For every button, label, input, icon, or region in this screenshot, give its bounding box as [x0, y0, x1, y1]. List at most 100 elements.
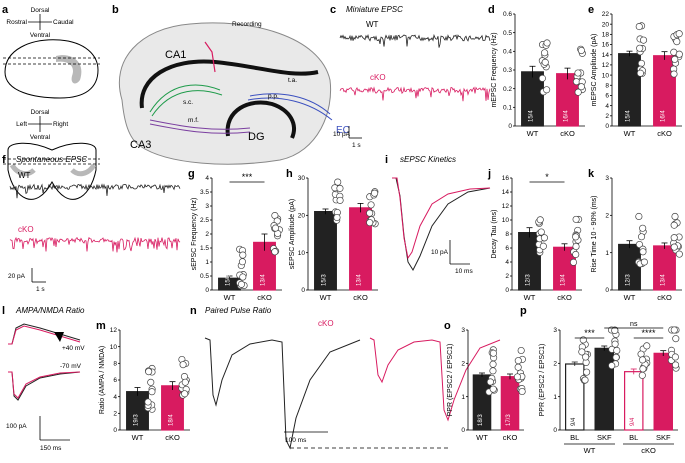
scale-x-label: 150 ms — [40, 445, 62, 452]
y-axis-label: Decay Tau (ms) — [491, 210, 498, 259]
y-tick-label: 14 — [502, 189, 510, 196]
n-label: 18/4 — [169, 414, 175, 426]
y-tick-label: 0.5 — [200, 273, 209, 280]
y-tick-label: 2 — [605, 213, 609, 220]
y-tick-label: 2 — [113, 411, 117, 418]
y-tick-label: 8 — [113, 361, 117, 368]
y-tick-label: 1 — [205, 259, 209, 266]
data-point — [517, 346, 525, 355]
chart-m: 0 2 4 6 8 10 12 Ratio (AMPA / NMDA) 19/3 WT 18/4 cK… — [96, 320, 190, 442]
kinetics-cko-trace — [392, 177, 491, 260]
voltage-label-2: -70 mV — [60, 363, 82, 370]
data-point — [675, 50, 683, 58]
panel-n-letter: n — [190, 305, 197, 317]
data-point — [670, 234, 678, 242]
mf-label: m.f. — [188, 117, 199, 124]
y-tick-label: 0.5 — [503, 30, 512, 37]
data-point — [239, 251, 247, 259]
x-category-label: WT — [132, 433, 144, 442]
data-point — [583, 368, 591, 376]
y-tick-label: 20 — [602, 21, 610, 28]
group-label: WT — [584, 446, 596, 455]
data-point — [611, 340, 619, 348]
data-point — [147, 378, 155, 386]
hippocampus-sagittal — [56, 55, 82, 84]
y-tick-label: 1.5 — [200, 245, 209, 252]
y-axis-label: mEPSC Frequency (Hz) — [491, 32, 498, 107]
panel-o-letter: o — [444, 320, 451, 332]
data-point — [367, 201, 375, 209]
data-point — [639, 248, 647, 256]
hippocampus-coronal — [9, 163, 97, 177]
trace-wt-label: WT — [366, 20, 379, 29]
y-tick-label: 0 — [461, 427, 465, 434]
hippocampus-slice — [118, 22, 332, 165]
x-category-label: SKF — [656, 433, 671, 442]
data-point — [336, 196, 344, 204]
data-point — [581, 376, 589, 384]
panel-k-letter: k — [588, 168, 595, 180]
panel-i-letter: i — [385, 154, 388, 166]
bar — [594, 347, 614, 431]
data-point — [637, 59, 646, 67]
mepsc-cko-trace — [339, 86, 491, 102]
mossy-fiber — [149, 119, 251, 134]
data-point — [536, 216, 544, 224]
n-label: 13/4 — [357, 274, 363, 286]
data-point — [179, 361, 187, 369]
n-label: 13/4 — [261, 274, 267, 286]
data-point — [572, 233, 580, 241]
data-point — [569, 258, 578, 266]
data-point — [518, 387, 526, 396]
data-point — [366, 209, 374, 217]
data-point — [181, 390, 189, 398]
n-label: 12/3 — [526, 274, 532, 286]
data-point — [612, 353, 620, 361]
data-point — [541, 49, 549, 57]
y-tick-label: 18 — [602, 32, 610, 39]
y-tick-label: 2 — [505, 273, 509, 280]
x-category-label: WT — [624, 129, 636, 138]
y-tick-label: 16 — [602, 42, 610, 49]
dg-label: DG — [248, 131, 265, 143]
data-point — [371, 189, 379, 197]
x-category-label: BL — [570, 433, 579, 442]
data-point — [636, 44, 644, 52]
y-tick-label: 2 — [605, 113, 609, 120]
y-tick-label: 1 — [461, 394, 465, 401]
panel-a: a Dorsal Ventral Rostral Caudal Dorsal V… — [2, 4, 100, 200]
panel-b-letter: b — [112, 4, 119, 16]
panel-c-letter: c — [330, 4, 336, 16]
data-point — [489, 349, 497, 357]
sagittal-brain-outline — [4, 39, 99, 99]
y-tick-label: 3 — [461, 327, 465, 334]
y-tick-label: 3 — [553, 327, 557, 334]
n-label: 15/3 — [322, 274, 328, 286]
panel-i: i sEPSC Kinetics 10 pA 10 ms — [385, 154, 491, 275]
data-point — [639, 36, 648, 44]
y-axis-label: PPR (EPSC2 / EPSC1) — [447, 344, 454, 417]
data-point — [145, 368, 153, 376]
panel-d-letter: d — [488, 4, 495, 16]
data-point — [336, 184, 344, 192]
y-tick-label: 1 — [553, 394, 557, 401]
panel-n-title: Paired Pulse Ratio — [205, 306, 272, 315]
scale-x-label: 100 ms — [285, 437, 307, 444]
panel-h-letter: h — [286, 168, 293, 180]
significance-label: * — [545, 172, 549, 182]
panel-e-letter: e — [588, 4, 594, 16]
ca3-label: CA3 — [130, 139, 151, 151]
sepsc-cko-trace — [9, 236, 181, 253]
y-axis-label: Ratio (AMPA / NMDA) — [99, 346, 106, 414]
dentate-gyrus-layer — [225, 100, 296, 139]
x-category-label: WT — [524, 293, 536, 302]
y-tick-label: 0.6 — [503, 11, 512, 18]
scale-x-label: 1 s — [352, 142, 361, 149]
data-point — [673, 38, 681, 46]
y-axis-label: sEPSC Frequency (Hz) — [191, 198, 198, 271]
data-point — [514, 357, 522, 365]
y-tick-label: 4 — [505, 259, 509, 266]
schaffer-collateral — [149, 84, 223, 117]
data-point — [639, 224, 647, 232]
